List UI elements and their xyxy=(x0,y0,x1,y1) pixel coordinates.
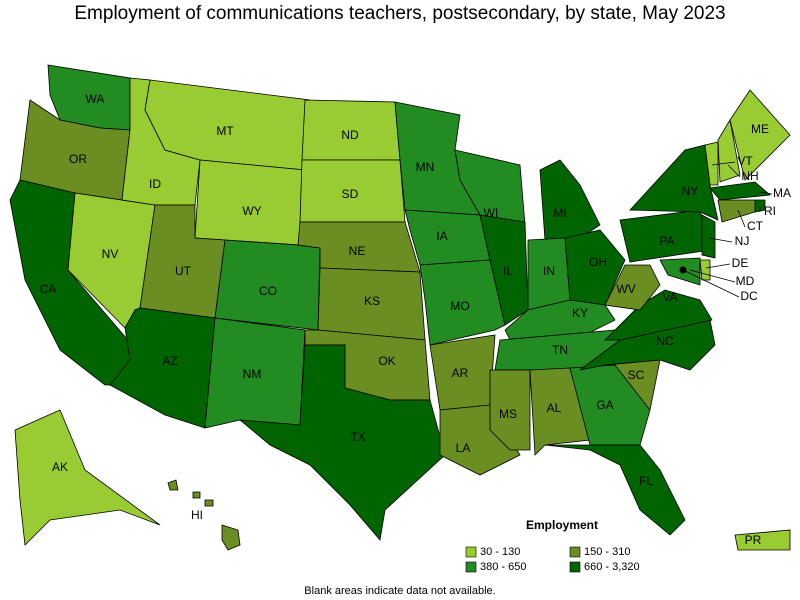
state-label: CA xyxy=(40,282,57,296)
state-label: MD xyxy=(736,274,755,288)
state-label: IA xyxy=(436,229,447,243)
leader-line xyxy=(737,209,746,228)
state-shape xyxy=(717,118,741,183)
state-label: GA xyxy=(596,398,613,412)
note: Blank areas indicate data not available. xyxy=(304,585,495,597)
state-shape xyxy=(564,229,626,306)
state-shape xyxy=(717,199,756,223)
state-shape xyxy=(167,479,241,551)
leader-line xyxy=(689,269,736,283)
state-label: MO xyxy=(450,299,469,313)
leader-line xyxy=(682,269,740,298)
state-shape xyxy=(238,344,446,541)
map-title: Employment of communications teachers, p… xyxy=(74,3,725,24)
state-label: MN xyxy=(416,160,435,174)
state-shape xyxy=(529,367,591,456)
state-label: MI xyxy=(553,206,566,220)
states xyxy=(9,64,791,551)
state-label: MT xyxy=(216,124,234,138)
state-label: NV xyxy=(102,247,119,261)
state-label: WI xyxy=(484,206,499,220)
state-label: WV xyxy=(616,282,635,296)
state-label: CT xyxy=(747,219,764,233)
state-label: NH xyxy=(741,169,758,183)
state-shape xyxy=(604,264,661,311)
state-label: DC xyxy=(740,289,758,303)
state-label: ND xyxy=(341,128,359,142)
state-label: DE xyxy=(732,256,749,270)
state-shape xyxy=(569,364,651,446)
state-shape xyxy=(489,369,531,451)
state-label: TN xyxy=(552,343,568,357)
state-label: AZ xyxy=(162,354,177,368)
state-label: TX xyxy=(350,430,365,444)
state-label: LA xyxy=(456,441,471,455)
state-shape xyxy=(699,259,711,281)
state-shape xyxy=(194,159,306,246)
state-label: MS xyxy=(499,407,517,421)
leader-line xyxy=(727,164,741,178)
state-label: SC xyxy=(628,368,645,382)
state-label: NM xyxy=(243,367,262,381)
state-shape xyxy=(704,141,719,186)
leader-line xyxy=(705,263,731,269)
state-label: MA xyxy=(773,186,791,200)
state-label: VT xyxy=(737,154,753,168)
state-label: KY xyxy=(572,306,588,320)
state-label: NC xyxy=(656,334,674,348)
state-shape xyxy=(14,409,161,546)
state-label: CO xyxy=(259,284,277,298)
state-shape xyxy=(479,214,529,326)
leader-line xyxy=(708,237,733,243)
state-label: AL xyxy=(547,401,562,415)
state-label: AR xyxy=(452,366,469,380)
legend-swatch xyxy=(569,546,581,558)
legend-label: 380 - 650 xyxy=(480,561,526,573)
state-label: PR xyxy=(745,533,762,547)
legend-title: Employment xyxy=(526,518,598,532)
state-label: WY xyxy=(242,204,261,218)
legend-swatch xyxy=(569,561,581,573)
state-label: NE xyxy=(349,244,366,258)
state-label: RI xyxy=(764,204,776,218)
state-shape xyxy=(629,144,719,221)
state-label: UT xyxy=(175,264,192,278)
state-label: OH xyxy=(589,255,607,269)
legend-swatch xyxy=(465,546,477,558)
state-label: IL xyxy=(503,264,513,278)
state-label: WA xyxy=(86,92,105,106)
state-label: OK xyxy=(378,354,395,368)
state-label: PA xyxy=(659,234,674,248)
state-label: FL xyxy=(639,474,653,488)
state-shape xyxy=(734,529,791,551)
state-label: NY xyxy=(682,184,699,198)
legend-label: 660 - 3,320 xyxy=(584,561,640,573)
state-label: ID xyxy=(149,177,161,191)
state-label: AK xyxy=(52,460,68,474)
state-shape xyxy=(709,181,771,201)
legend-label: 30 - 130 xyxy=(480,546,520,558)
state-label: KS xyxy=(364,294,380,308)
leader-line xyxy=(759,191,773,195)
state-label: HI xyxy=(191,508,203,522)
state-shape xyxy=(729,89,791,181)
state-label: NJ xyxy=(735,234,750,248)
state-shape xyxy=(544,444,686,536)
state-labels: WA OR CA NV ID MT WY UT AZ CO NM ND SD NE KS OK TX MN IA MO… xyxy=(40,92,791,547)
legend-label: 150 - 310 xyxy=(584,546,630,558)
state-label: OR xyxy=(69,152,87,166)
state-label: IN xyxy=(543,264,555,278)
state-label: SD xyxy=(342,187,359,201)
state-shape xyxy=(539,159,601,241)
leader-line xyxy=(711,161,736,166)
legend-swatch xyxy=(465,561,477,573)
state-shape xyxy=(701,214,716,259)
state-label: VA xyxy=(662,290,677,304)
state-label: ME xyxy=(751,122,769,136)
